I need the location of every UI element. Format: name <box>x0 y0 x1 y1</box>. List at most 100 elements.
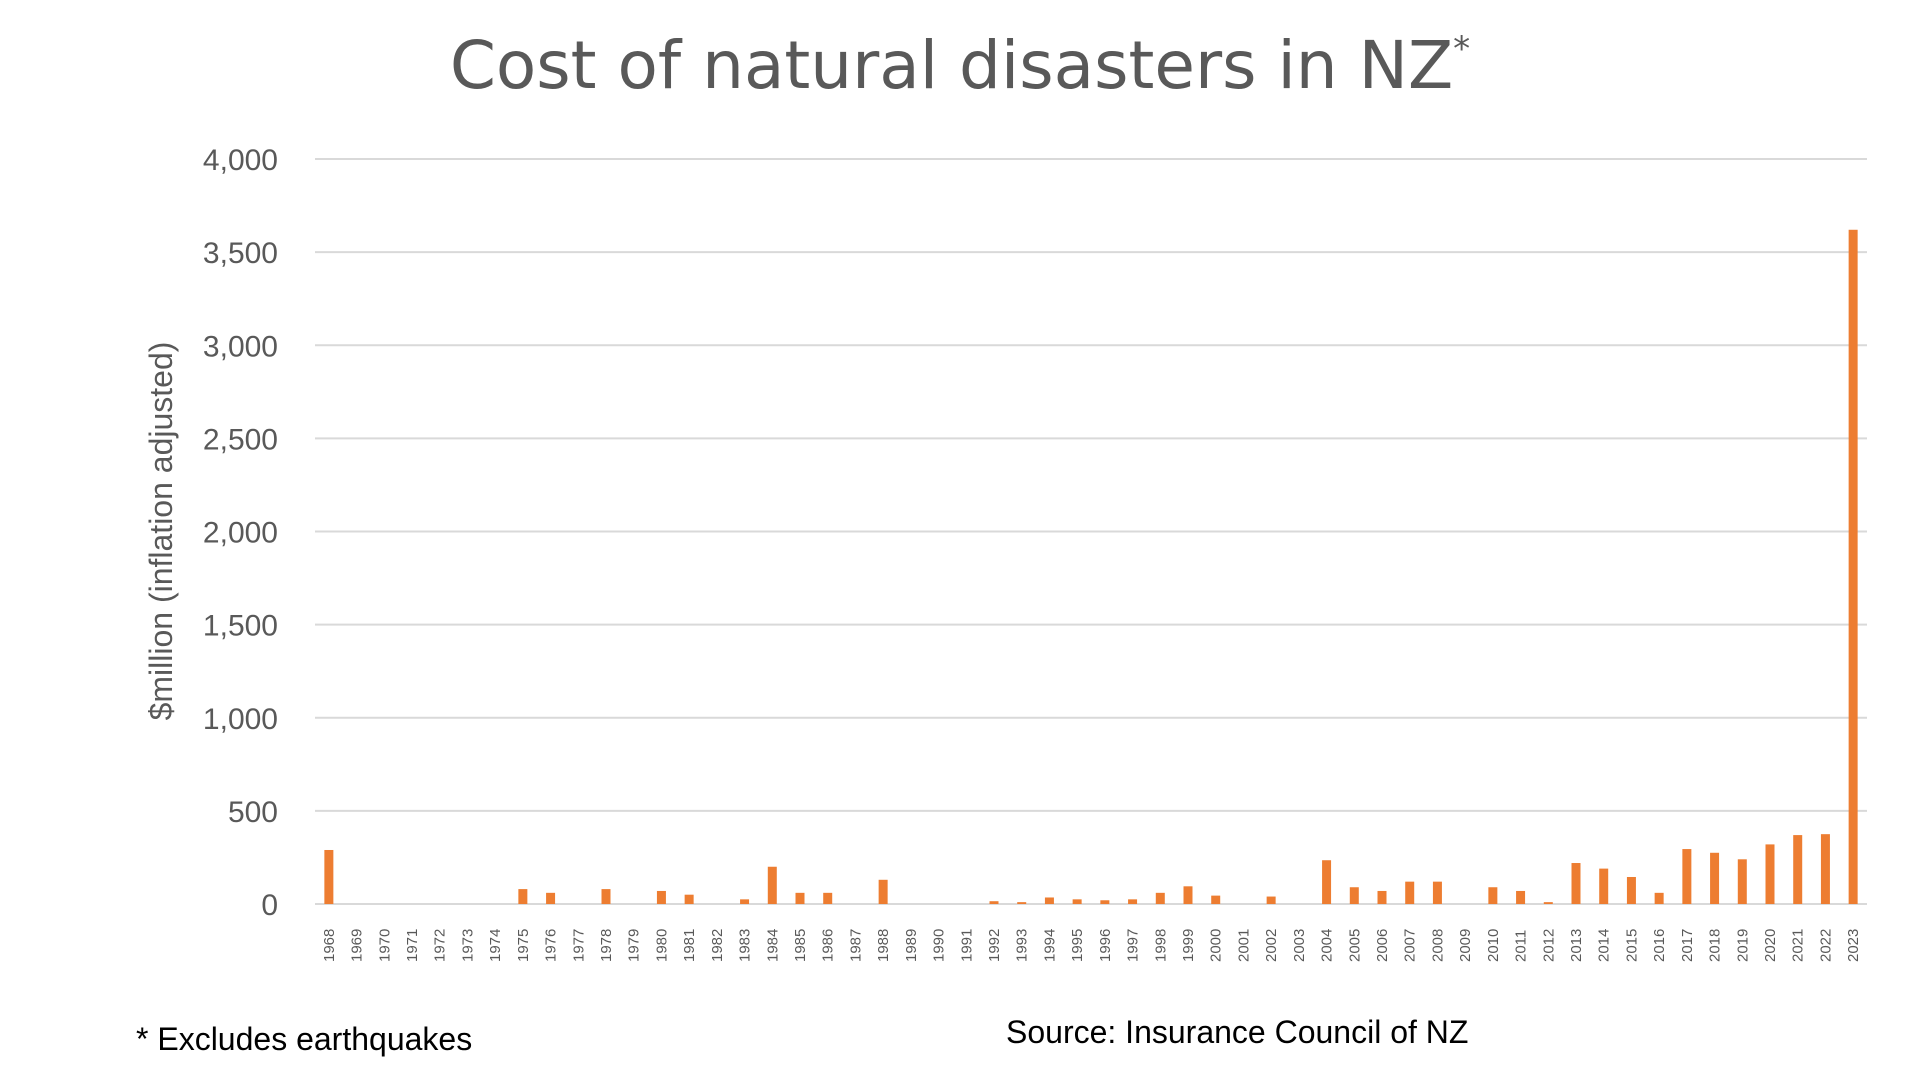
bar-2006 <box>1377 890 1387 904</box>
bar-2005 <box>1349 887 1359 904</box>
bar-1978 <box>601 889 611 904</box>
x-tick-label: 1994 <box>1041 929 1058 962</box>
x-tick-label: 2020 <box>1762 929 1779 962</box>
bar-1986 <box>823 892 833 904</box>
bar-1983 <box>740 899 750 904</box>
x-tick-label: 2012 <box>1540 929 1557 962</box>
bar-2014 <box>1599 868 1609 904</box>
bar-2011 <box>1516 890 1526 904</box>
x-tick-label: 1985 <box>792 929 809 962</box>
x-tick-label: 1975 <box>515 929 532 962</box>
x-tick-label: 1979 <box>626 929 643 962</box>
x-tick-label: 2000 <box>1208 929 1225 962</box>
y-tick-label: 2,000 <box>203 517 278 550</box>
x-tick-label: 2006 <box>1374 929 1391 962</box>
bar-1984 <box>767 866 777 904</box>
x-tick-label: 2022 <box>1817 929 1834 962</box>
x-tick-label: 1978 <box>598 929 615 962</box>
x-tick-label: 1970 <box>376 929 393 962</box>
x-tick-label: 1992 <box>986 929 1003 962</box>
bar-1995 <box>1072 899 1082 904</box>
x-tick-label: 1973 <box>459 929 476 962</box>
bar-1968 <box>324 849 334 904</box>
x-tick-label: 2013 <box>1568 929 1585 962</box>
x-tick-label: 1986 <box>820 929 837 962</box>
bar-2010 <box>1488 887 1498 904</box>
bar-1993 <box>1017 902 1027 904</box>
x-tick-label: 2002 <box>1263 929 1280 962</box>
bar-2022 <box>1820 834 1830 904</box>
source-note: Source: Insurance Council of NZ <box>1006 1014 1468 1050</box>
x-tick-label: 2010 <box>1485 929 1502 962</box>
bar-2015 <box>1626 876 1636 904</box>
y-tick-label: 1,000 <box>203 703 278 736</box>
bar-2023 <box>1848 229 1858 904</box>
x-tick-label: 1971 <box>404 929 421 962</box>
bar-1994 <box>1044 897 1054 904</box>
x-tick-label: 1982 <box>709 929 726 962</box>
x-tick-label: 2014 <box>1596 929 1613 962</box>
x-tick-label: 1997 <box>1125 929 1142 962</box>
y-tick-label: 4,000 <box>203 144 278 177</box>
bar-1975 <box>518 889 528 904</box>
x-tick-label: 1977 <box>570 929 587 962</box>
bar-1997 <box>1128 899 1138 904</box>
bars <box>324 229 1858 904</box>
x-tick-label: 1996 <box>1097 929 1114 962</box>
x-tick-label: 2023 <box>1845 929 1862 962</box>
bar-2012 <box>1543 902 1553 904</box>
bar-2004 <box>1322 860 1332 904</box>
x-tick-label: 1974 <box>487 929 504 962</box>
bar-1985 <box>795 892 805 904</box>
chart-title: Cost of natural disasters in NZ* <box>450 27 1470 104</box>
bar-1980 <box>656 890 666 904</box>
gridlines <box>315 158 1867 905</box>
x-tick-label: 2021 <box>1790 929 1807 962</box>
x-tick-label: 2015 <box>1623 929 1640 962</box>
y-tick-label: 1,500 <box>203 610 278 643</box>
x-tick-label: 2017 <box>1679 929 1696 962</box>
x-tick-label: 1989 <box>903 929 920 962</box>
bar-2016 <box>1654 892 1664 904</box>
x-tick-label: 1990 <box>931 929 948 962</box>
bar-2007 <box>1405 881 1415 904</box>
x-tick-label: 1969 <box>349 929 366 962</box>
chart-title-asterisk: * <box>1453 29 1470 69</box>
footnote: * Excludes earthquakes <box>136 1021 472 1057</box>
x-tick-label: 2005 <box>1346 929 1363 962</box>
y-tick-label: 3,500 <box>203 237 278 270</box>
y-axis-label: $million (inflation adjusted) <box>143 342 179 721</box>
x-tick-label: 1987 <box>847 929 864 962</box>
bar-2018 <box>1710 852 1720 904</box>
x-tick-label: 2003 <box>1291 929 1308 962</box>
bar-2013 <box>1571 863 1581 904</box>
x-tick-label: 1976 <box>543 929 560 962</box>
bar-1981 <box>684 894 694 904</box>
x-tick-label: 1983 <box>737 929 754 962</box>
bar-1998 <box>1155 892 1165 904</box>
x-tick-label: 2001 <box>1235 929 1252 962</box>
x-tick-label: 1999 <box>1180 929 1197 962</box>
bar-1988 <box>878 879 888 904</box>
bar-2000 <box>1211 895 1221 904</box>
bar-2021 <box>1793 835 1803 904</box>
bar-2019 <box>1737 859 1747 904</box>
bar-1999 <box>1183 886 1193 904</box>
y-tick-label: 500 <box>228 796 278 829</box>
bar-2002 <box>1266 896 1276 904</box>
bar-1992 <box>989 901 999 904</box>
x-tick-label: 1998 <box>1152 929 1169 962</box>
x-tick-label: 1993 <box>1014 929 1031 962</box>
bar-1976 <box>546 892 556 904</box>
bar-2017 <box>1682 849 1692 904</box>
x-tick-label: 1991 <box>958 929 975 962</box>
x-tick-label: 2008 <box>1429 929 1446 962</box>
x-tick-label: 1980 <box>653 929 670 962</box>
x-tick-label: 2007 <box>1402 929 1419 962</box>
x-tick-label: 2019 <box>1734 929 1751 962</box>
y-tick-label: 2,500 <box>203 423 278 456</box>
x-tick-label: 1972 <box>432 929 449 962</box>
y-tick-label: 0 <box>261 889 278 922</box>
x-tick-label: 1995 <box>1069 929 1086 962</box>
